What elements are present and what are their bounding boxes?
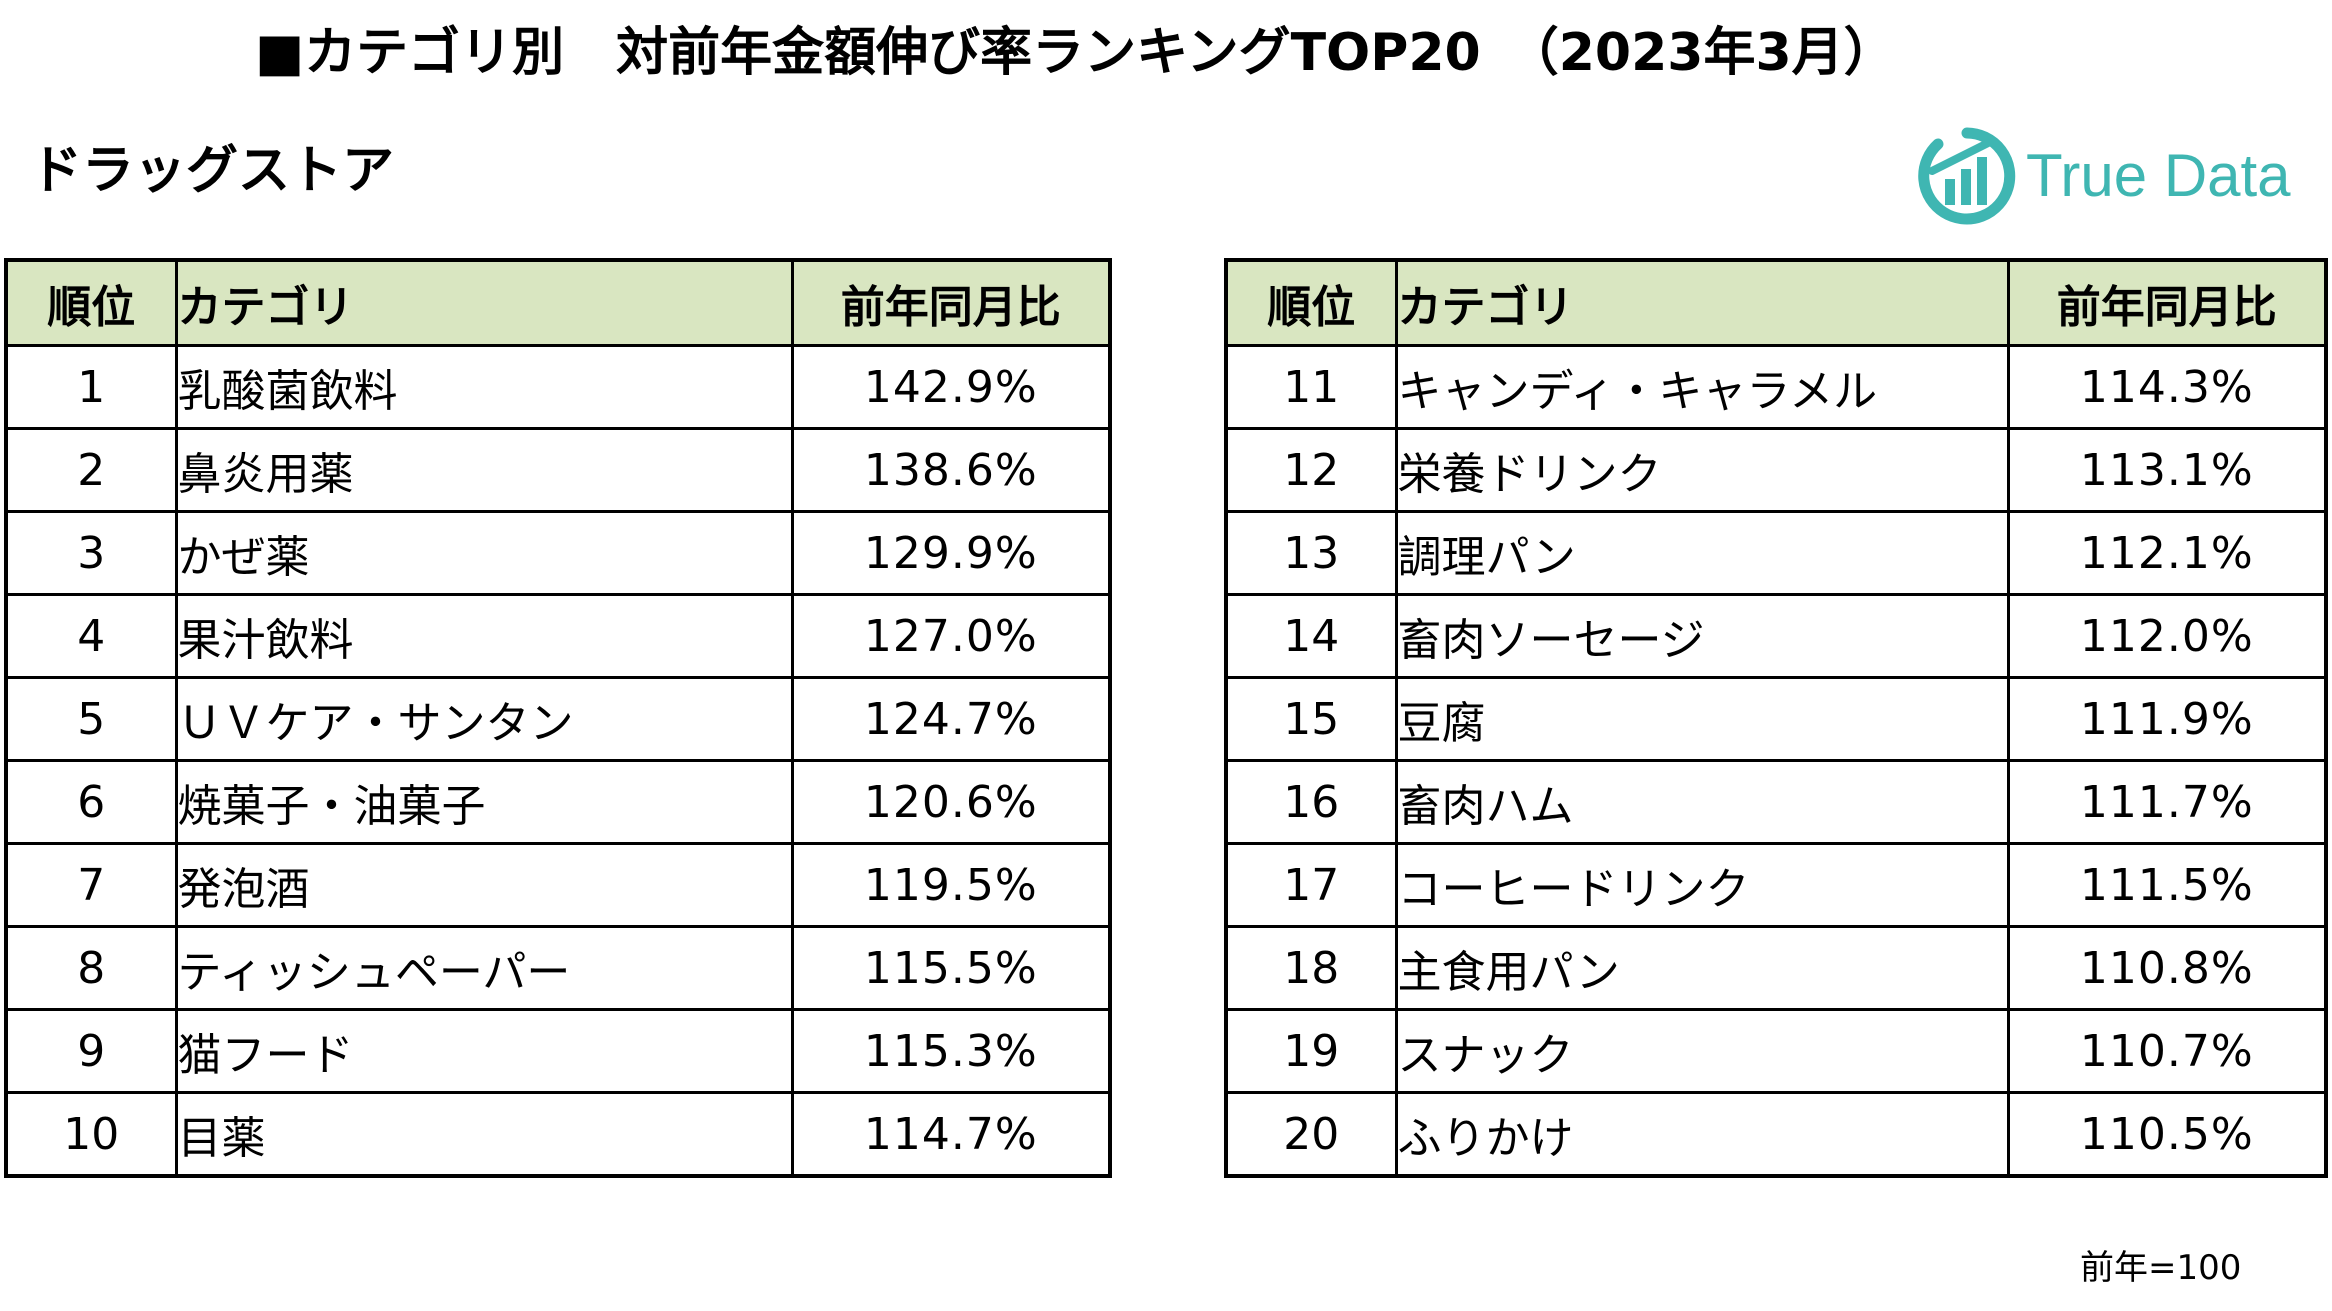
rank-cell: 7 <box>4 842 178 928</box>
logo-text: True Data <box>2026 142 2291 209</box>
table-row: 13 調理パン 112.1% <box>1224 510 2328 596</box>
rank-cell: 10 <box>4 1091 178 1178</box>
category-cell: 発泡酒 <box>174 842 794 928</box>
table-row: 7 発泡酒 119.5% <box>4 842 1112 928</box>
ratio-cell: 110.5% <box>2006 1091 2328 1178</box>
ranking-table-right: 順位 カテゴリ 前年同月比 11 キャンディ・キャラメル 114.3% 12 栄養ドリン… <box>1224 258 2328 1178</box>
ratio-cell: 110.7% <box>2006 1008 2328 1094</box>
ratio-cell: 114.7% <box>790 1091 1112 1178</box>
ratio-cell: 120.6% <box>790 759 1112 845</box>
ratio-cell: 115.3% <box>790 1008 1112 1094</box>
category-cell: ＵＶケア・サンタン <box>174 676 794 762</box>
rank-cell: 20 <box>1224 1091 1398 1178</box>
rank-cell: 18 <box>1224 925 1398 1011</box>
rank-cell: 9 <box>4 1008 178 1094</box>
table-row: 15 豆腐 111.9% <box>1224 676 2328 762</box>
category-cell: 畜肉ハム <box>1394 759 2010 845</box>
ratio-cell: 114.3% <box>2006 344 2328 430</box>
category-cell: 調理パン <box>1394 510 2010 596</box>
category-cell: かぜ薬 <box>174 510 794 596</box>
rank-cell: 3 <box>4 510 178 596</box>
table-row: 5 ＵＶケア・サンタン 124.7% <box>4 676 1112 762</box>
rank-cell: 19 <box>1224 1008 1398 1094</box>
table-row: 11 キャンディ・キャラメル 114.3% <box>1224 344 2328 430</box>
table-row: 9 猫フード 115.3% <box>4 1008 1112 1094</box>
rank-cell: 2 <box>4 427 178 513</box>
true-data-logo: True Data <box>1918 120 2318 232</box>
category-cell: ティッシュペーパー <box>174 925 794 1011</box>
header-ratio: 前年同月比 <box>2006 258 2328 347</box>
category-cell: キャンディ・キャラメル <box>1394 344 2010 430</box>
table-row: 4 果汁飲料 127.0% <box>4 593 1112 679</box>
category-cell: ふりかけ <box>1394 1091 2010 1178</box>
category-cell: 焼菓子・油菓子 <box>174 759 794 845</box>
category-cell: 畜肉ソーセージ <box>1394 593 2010 679</box>
rank-cell: 1 <box>4 344 178 430</box>
ratio-cell: 112.0% <box>2006 593 2328 679</box>
ratio-cell: 111.7% <box>2006 759 2328 845</box>
category-cell: 主食用パン <box>1394 925 2010 1011</box>
ratio-cell: 112.1% <box>2006 510 2328 596</box>
rank-cell: 12 <box>1224 427 1398 513</box>
header-ratio: 前年同月比 <box>790 258 1112 347</box>
ratio-cell: 138.6% <box>790 427 1112 513</box>
table-header-row: 順位 カテゴリ 前年同月比 <box>1224 258 2328 347</box>
table-row: 2 鼻炎用薬 138.6% <box>4 427 1112 513</box>
ratio-cell: 111.5% <box>2006 842 2328 928</box>
page-title: ■カテゴリ別 対前年金額伸び率ランキングTOP20 （2023年3月） <box>255 23 1896 83</box>
ratio-cell: 111.9% <box>2006 676 2328 762</box>
table-row: 19 スナック 110.7% <box>1224 1008 2328 1094</box>
category-cell: スナック <box>1394 1008 2010 1094</box>
table-row: 3 かぜ薬 129.9% <box>4 510 1112 596</box>
header-category: カテゴリ <box>174 258 794 347</box>
rank-cell: 4 <box>4 593 178 679</box>
category-cell: 豆腐 <box>1394 676 2010 762</box>
ratio-cell: 110.8% <box>2006 925 2328 1011</box>
header-rank: 順位 <box>4 258 178 347</box>
rank-cell: 6 <box>4 759 178 845</box>
table-row: 6 焼菓子・油菓子 120.6% <box>4 759 1112 845</box>
rank-cell: 16 <box>1224 759 1398 845</box>
rank-cell: 5 <box>4 676 178 762</box>
ratio-cell: 127.0% <box>790 593 1112 679</box>
table-row: 1 乳酸菌飲料 142.9% <box>4 344 1112 430</box>
category-cell: 目薬 <box>174 1091 794 1178</box>
category-cell: 鼻炎用薬 <box>174 427 794 513</box>
table-header-row: 順位 カテゴリ 前年同月比 <box>4 258 1112 347</box>
bar-chart-circle-logo-icon <box>1918 127 2016 225</box>
ratio-cell: 124.7% <box>790 676 1112 762</box>
channel-subtitle: ドラッグストア <box>30 141 395 201</box>
category-cell: コーヒードリンク <box>1394 842 2010 928</box>
table-row: 14 畜肉ソーセージ 112.0% <box>1224 593 2328 679</box>
ratio-cell: 142.9% <box>790 344 1112 430</box>
rank-cell: 14 <box>1224 593 1398 679</box>
rank-cell: 15 <box>1224 676 1398 762</box>
ratio-cell: 113.1% <box>2006 427 2328 513</box>
table-row: 18 主食用パン 110.8% <box>1224 925 2328 1011</box>
header-rank: 順位 <box>1224 258 1398 347</box>
table-row: 12 栄養ドリンク 113.1% <box>1224 427 2328 513</box>
table-row: 17 コーヒードリンク 111.5% <box>1224 842 2328 928</box>
baseline-note: 前年=100 <box>2080 1248 2242 1288</box>
category-cell: 乳酸菌飲料 <box>174 344 794 430</box>
rank-cell: 8 <box>4 925 178 1011</box>
category-cell: 果汁飲料 <box>174 593 794 679</box>
table-row: 8 ティッシュペーパー 115.5% <box>4 925 1112 1011</box>
ratio-cell: 119.5% <box>790 842 1112 928</box>
header-category: カテゴリ <box>1394 258 2010 347</box>
table-row: 10 目薬 114.7% <box>4 1091 1112 1178</box>
rank-cell: 17 <box>1224 842 1398 928</box>
ranking-table-left: 順位 カテゴリ 前年同月比 1 乳酸菌飲料 142.9% 2 鼻炎用薬 138.6% 3 かぜ… <box>4 258 1112 1178</box>
category-cell: 猫フード <box>174 1008 794 1094</box>
ratio-cell: 129.9% <box>790 510 1112 596</box>
ratio-cell: 115.5% <box>790 925 1112 1011</box>
table-row: 20 ふりかけ 110.5% <box>1224 1091 2328 1178</box>
rank-cell: 11 <box>1224 344 1398 430</box>
category-cell: 栄養ドリンク <box>1394 427 2010 513</box>
rank-cell: 13 <box>1224 510 1398 596</box>
table-row: 16 畜肉ハム 111.7% <box>1224 759 2328 845</box>
